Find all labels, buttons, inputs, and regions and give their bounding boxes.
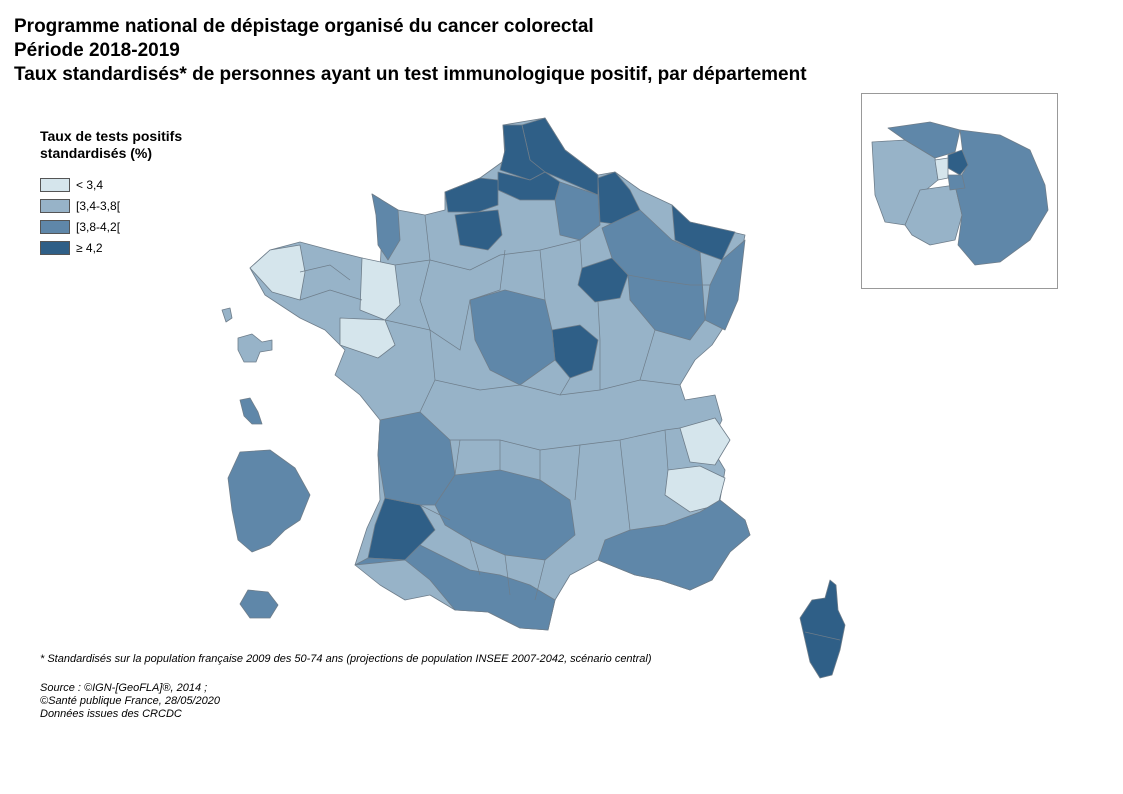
region-finistere [249,244,306,301]
inset-frame [861,93,1058,289]
region-martinique [239,397,263,425]
region-maine-et-loire [339,317,396,359]
region-guadeloupe [237,333,273,363]
source-line-2: ©Santé publique France, 28/05/2020 [40,695,220,707]
region-mayotte [221,307,233,323]
region-cotentin [371,193,401,261]
legend-swatch [40,198,70,213]
region-seine-maritime [444,177,499,213]
legend-swatch [40,177,70,192]
legend: Taux de tests positifs standardisés (%) … [40,128,230,258]
legend-label: ≥ 4,2 [76,240,103,255]
legend-item: [3,4-3,8[ [40,195,230,216]
footnote: * Standardisés sur la population françai… [40,653,652,665]
region-southeast [597,499,751,591]
source-line-3: Données issues des CRCDC [40,708,182,720]
corse-border [804,631,841,641]
region-southwest [354,544,556,631]
inset-val-de-marne [947,174,966,191]
region-savoie [679,417,731,466]
legend-title: Taux de tests positifs standardisés (%) [40,128,183,161]
map-title: Programme national de dépistage organisé… [14,16,594,37]
region-eure [454,209,503,251]
map-period: Période 2018-2019 [14,40,180,61]
ile-de-france-inset [871,121,1049,266]
map-subtitle: Taux standardisés* de personnes ayant un… [14,64,807,85]
legend-label: < 3,4 [76,177,104,192]
legend-label: [3,4-3,8[ [76,198,121,213]
region-mayenne [359,257,401,321]
legend-item: < 3,4 [40,174,230,195]
metropolitan-france [249,117,846,679]
legend-label: [3,8-4,2[ [76,219,121,234]
overseas-territories [221,307,311,619]
legend-swatch [40,240,70,255]
source-line-1: Source : ©IGN-[GeoFLA]®, 2014 ; [40,682,208,694]
region-centre-west [469,289,556,386]
inset-val-doise [887,121,961,159]
region-centre-east [601,209,706,341]
department-borders [299,214,710,601]
region-reunion [239,589,279,619]
region-guyane [227,449,311,553]
legend-items: < 3,4 [3,4-3,8[ [3,8-4,2[ ≥ 4,2 [40,174,230,258]
region-corse [799,579,846,679]
legend-swatch [40,219,70,234]
legend-item: ≥ 4,2 [40,237,230,258]
legend-item: [3,8-4,2[ [40,216,230,237]
